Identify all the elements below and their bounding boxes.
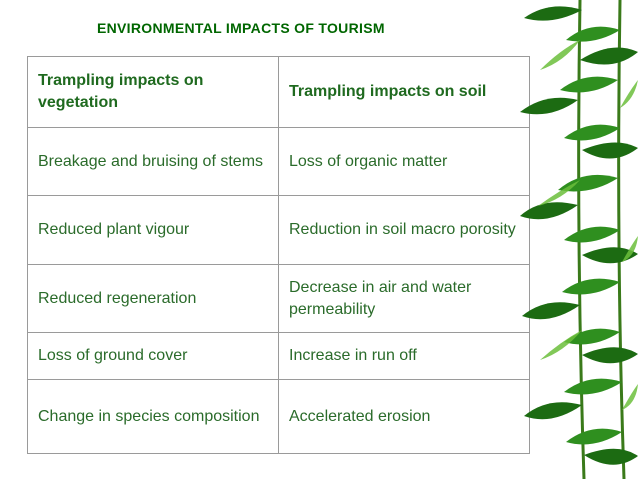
impacts-table: Trampling impacts on vegetation Tramplin…	[27, 56, 530, 454]
table-cell: Loss of organic matter	[278, 127, 530, 196]
bamboo-leaves-icon	[520, 0, 638, 479]
table-row: Reduced plant vigour Reduction in soil m…	[27, 195, 530, 265]
table-row: Breakage and bruising of stems Loss of o…	[27, 127, 530, 196]
table-cell: Reduction in soil macro porosity	[278, 195, 530, 265]
table-row: Change in species composition Accelerate…	[27, 379, 530, 454]
table-cell: Decrease in air and water permeability	[278, 264, 530, 333]
header-cell-vegetation: Trampling impacts on vegetation	[27, 56, 279, 128]
slide-title: ENVIRONMENTAL IMPACTS OF TOURISM	[97, 20, 385, 36]
table-cell: Accelerated erosion	[278, 379, 530, 454]
header-cell-soil: Trampling impacts on soil	[278, 56, 530, 128]
table-header-row: Trampling impacts on vegetation Tramplin…	[27, 56, 530, 128]
table-cell: Increase in run off	[278, 332, 530, 380]
table-cell: Loss of ground cover	[27, 332, 279, 380]
table-cell: Breakage and bruising of stems	[27, 127, 279, 196]
table-row: Reduced regeneration Decrease in air and…	[27, 264, 530, 333]
table-cell: Reduced plant vigour	[27, 195, 279, 265]
table-cell: Change in species composition	[27, 379, 279, 454]
table-cell: Reduced regeneration	[27, 264, 279, 333]
table-row: Loss of ground cover Increase in run off	[27, 332, 530, 380]
